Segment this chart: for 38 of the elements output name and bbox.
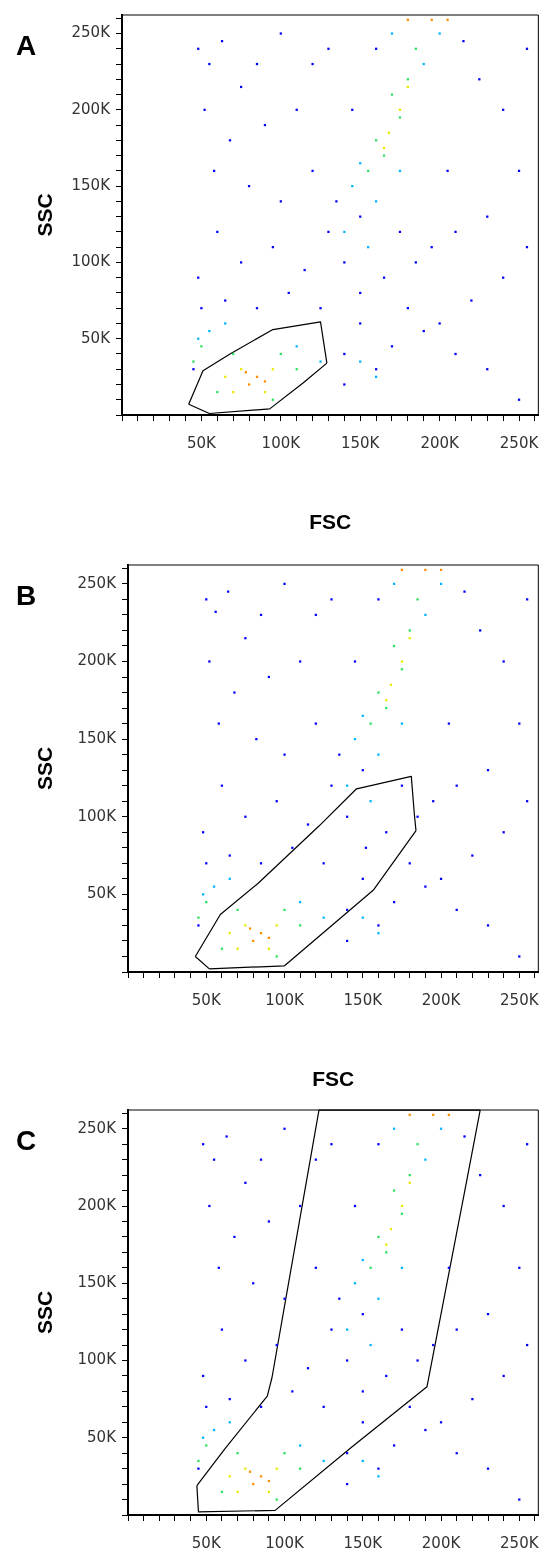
x-axis-title: FSC — [309, 510, 352, 534]
y-axis-title: SSC — [33, 746, 57, 791]
y-tick-label: 150K — [77, 1273, 118, 1292]
y-tick-label: 150K — [77, 729, 118, 747]
text: C — [15, 1124, 37, 1156]
y-tick-label: 50K — [87, 884, 118, 903]
y-tick-label: 50K — [81, 328, 112, 347]
x-tick-label: 250K — [500, 990, 540, 1009]
y-axis-title: SSC — [33, 1290, 57, 1335]
x-tick-label: 250K — [500, 1533, 540, 1552]
x-tick-label: 100K — [261, 433, 302, 452]
x-tick-label: 50K — [191, 990, 222, 1009]
y-tick-label: 200K — [77, 651, 118, 670]
x-tick-label: 200K — [421, 990, 462, 1009]
y-tick-label: 250K — [77, 1118, 118, 1137]
text: B — [15, 579, 37, 611]
x-tick-label: 150K — [343, 990, 384, 1009]
y-tick-label: 150K — [71, 176, 112, 195]
x-tick-label: 100K — [265, 990, 305, 1009]
text: A — [15, 29, 37, 61]
x-tick-label: 150K — [340, 433, 381, 452]
x-tick-label: 200K — [420, 433, 461, 452]
y-tick-label: 200K — [71, 99, 112, 118]
x-tick-label: 250K — [499, 433, 540, 452]
y-tick-label: 250K — [77, 573, 118, 592]
x-tick-label: 50K — [186, 433, 218, 452]
x-tick-label: 100K — [265, 1533, 305, 1552]
y-tick-label: 50K — [87, 1427, 118, 1446]
x-tick-label: 200K — [421, 1533, 462, 1552]
x-tick-label: 50K — [191, 1533, 222, 1552]
y-axis-title: SSC — [33, 193, 57, 237]
y-tick-label: 250K — [71, 23, 112, 42]
x-axis-title: FSC — [312, 1067, 355, 1091]
y-tick-label: 100K — [77, 806, 118, 825]
y-tick-label: 100K — [71, 252, 112, 271]
x-tick-label: 150K — [343, 1533, 384, 1552]
y-tick-label: 200K — [77, 1195, 118, 1214]
y-tick-label: 100K — [77, 1350, 118, 1369]
